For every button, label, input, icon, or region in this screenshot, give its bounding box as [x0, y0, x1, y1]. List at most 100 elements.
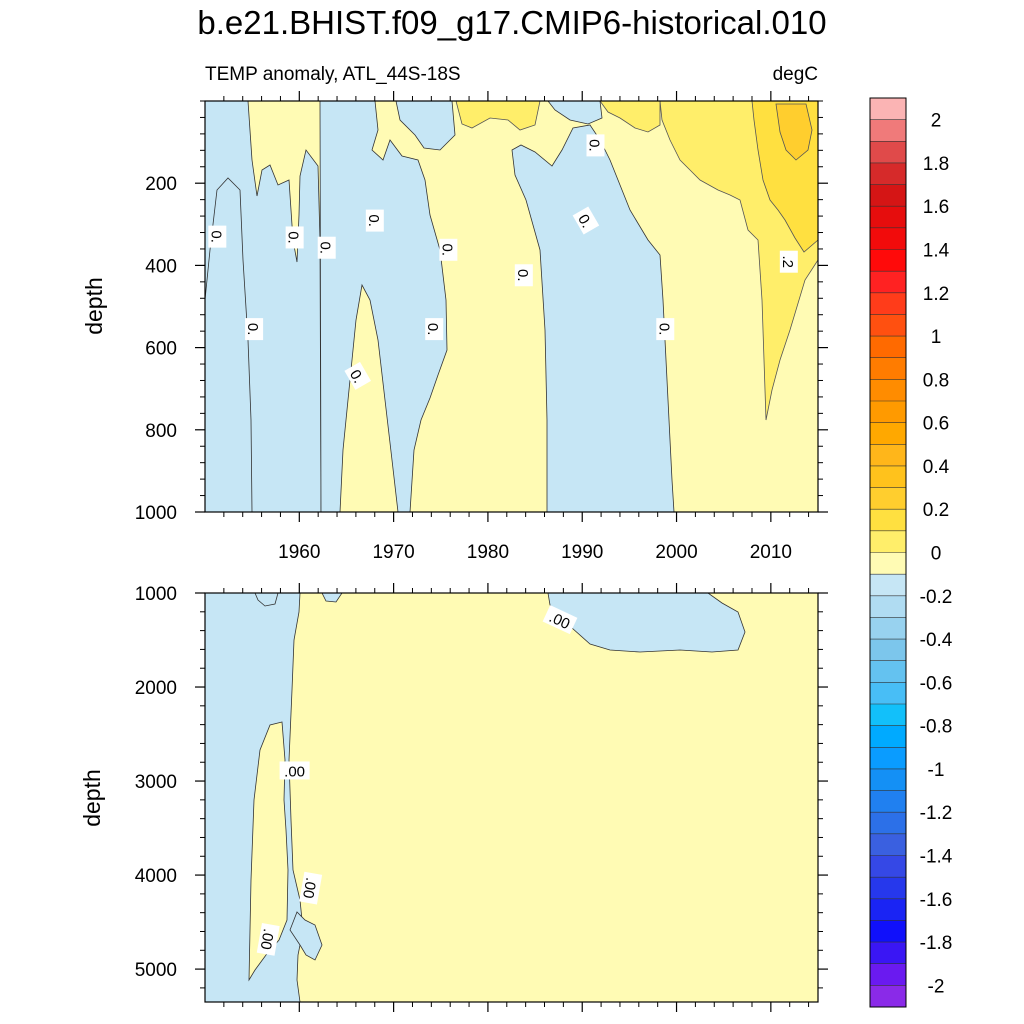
x-tick-label: 1960 [278, 542, 320, 563]
x-tick-label: 1970 [372, 542, 414, 563]
y-tick-label: 5000 [135, 960, 177, 981]
y-tick-label: 1000 [135, 584, 177, 605]
colorbar-label: 1.4 [923, 241, 950, 262]
colorbar-swatch [870, 227, 906, 250]
colorbar-swatch [870, 920, 906, 943]
contour-label-bg [439, 238, 458, 261]
colorbar-swatch [870, 184, 906, 207]
colorbar-swatch [870, 595, 906, 618]
colorbar-swatch [870, 704, 906, 726]
contour-label-bg [208, 225, 227, 248]
contour-label: .00 [279, 761, 310, 780]
upper-x-axis: 1960 1970 1980 1990 2000 2010 [223, 91, 810, 563]
colorbar-swatch [870, 617, 906, 640]
contour-label-bg [344, 361, 371, 390]
contour-label-text: 0. [244, 323, 261, 336]
colorbar-swatch [870, 833, 906, 856]
x-tick-label: 2010 [750, 542, 792, 563]
contour-label-text: 0. [285, 231, 302, 244]
contour-label-bg [542, 605, 578, 635]
contour-label: 0. [572, 206, 600, 235]
contour-label-bg [656, 318, 675, 341]
colorbar-swatch [870, 509, 906, 532]
colorbar-swatch [870, 942, 906, 965]
colorbar-swatch [870, 292, 906, 315]
colorbar-label: -0.6 [920, 673, 953, 694]
colorbar-swatch [870, 357, 906, 380]
contour-label-text: 0. [514, 269, 531, 282]
colorbar-swatch [870, 487, 906, 510]
contour-label-text: .00 [257, 927, 277, 950]
contour-label: 0. [438, 238, 458, 261]
x-tick-label: 1990 [561, 542, 603, 563]
contour-label: 0. [585, 134, 605, 157]
colorbar-swatch [870, 379, 906, 402]
colorbar-swatch [870, 249, 906, 272]
colorbar-label: 1.6 [923, 197, 949, 218]
contour-label: 0. [244, 318, 264, 341]
colorbar-swatch [870, 530, 906, 553]
colorbar-swatch [870, 422, 906, 445]
contour-label-text: 0. [365, 214, 382, 227]
contour-label-text: 0. [317, 241, 334, 254]
contour-label-text: 0. [424, 323, 441, 336]
contour-label-bg [256, 923, 280, 956]
panel-units: degC [773, 64, 818, 85]
contour-label-bg [779, 250, 798, 273]
upper-warm-band [775, 103, 813, 161]
upper-warm-band [455, 101, 541, 131]
colorbar-label: -1 [928, 760, 945, 781]
contour-label: 0. [365, 209, 384, 232]
colorbar-swatch [870, 985, 906, 1008]
colorbar-label: 2 [931, 111, 942, 132]
contour-label-bg [299, 871, 323, 905]
colorbar-label: 0 [931, 544, 942, 565]
contour-label-bg [317, 236, 336, 259]
contour-label: .00 [256, 923, 280, 956]
upper-warm-band [599, 101, 661, 133]
lower-contour-labels: .00.00.00.00 [256, 605, 578, 956]
colorbar-label: -1.4 [920, 847, 953, 868]
lower-negative-region [289, 911, 323, 961]
colorbar-swatch [870, 206, 906, 229]
contour-label: 0. [317, 236, 336, 259]
contour-label-text: .00 [299, 876, 319, 899]
colorbar-label: 0.2 [923, 500, 949, 521]
upper-y-axis: 200 400 600 800 1000 [135, 100, 828, 524]
colorbar-swatch [870, 98, 906, 120]
contour-label: .2 [779, 250, 798, 273]
lower-y-axis-label: depth [79, 769, 105, 827]
colorbar-swatch [870, 314, 906, 337]
upper-plot-frame [204, 100, 819, 513]
colorbar-swatch [870, 336, 906, 359]
contour-label-text: .00 [284, 763, 305, 780]
colorbar-swatch [870, 768, 906, 791]
contour-label: 0. [207, 225, 227, 248]
colorbar-swatch [870, 898, 906, 921]
colorbar-swatch [870, 790, 906, 813]
contour-label-bg [245, 318, 264, 341]
y-tick-label: 2000 [135, 678, 177, 699]
upper-negative-region [547, 101, 603, 125]
y-tick-label: 4000 [135, 866, 177, 887]
contour-label: 0. [424, 318, 444, 341]
contour-label-text: 0. [438, 244, 455, 257]
contour-label-text: .2 [779, 255, 796, 268]
contour-label-bg [425, 318, 444, 341]
contour-label-text: 0. [585, 139, 602, 152]
colorbar-label: 0.8 [923, 370, 949, 391]
colorbar-label: -2 [928, 976, 945, 997]
colorbar-swatch [870, 639, 906, 662]
contour-label: 0. [344, 361, 371, 390]
upper-y-axis-label: depth [81, 277, 107, 335]
colorbar-frame [869, 97, 907, 1008]
colorbar-swatch [870, 574, 906, 597]
x-tick-label: 1980 [467, 542, 509, 563]
contour-label: 0. [514, 264, 533, 287]
colorbar-swatch [870, 682, 906, 705]
contour-label-bg [572, 206, 600, 235]
colorbar-label: 1.2 [923, 284, 949, 305]
upper-negative-region [319, 101, 448, 512]
colorbar: 2 1.8 1.6 1.4 1.2 1 0.8 0.6 0.4 0.2 0 -0.2 -0.4 -0.6 -… [869, 97, 953, 1008]
